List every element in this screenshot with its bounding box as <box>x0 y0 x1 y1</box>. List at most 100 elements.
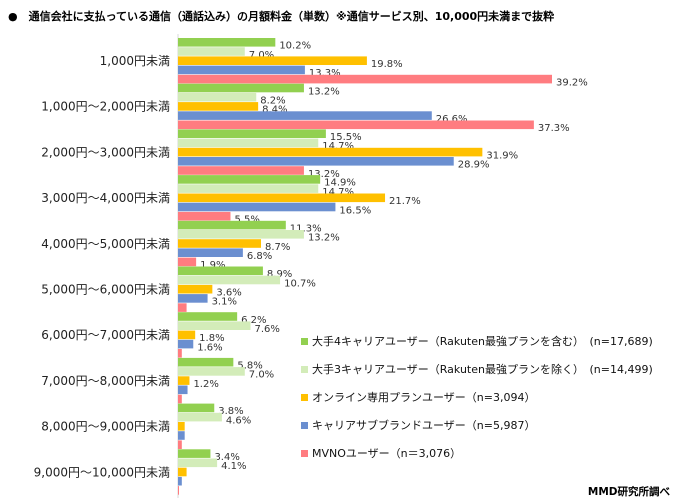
bar <box>178 202 336 212</box>
data-label: 13.2% <box>308 86 340 97</box>
data-label: 14.7% <box>322 141 354 152</box>
data-label: 3.6% <box>216 288 241 299</box>
data-label: 19.8% <box>371 59 403 70</box>
bar <box>178 339 194 349</box>
data-label: 7.6% <box>255 324 280 335</box>
bar <box>178 422 185 431</box>
data-label: 3.4% <box>214 452 239 463</box>
bar <box>178 230 304 239</box>
bar <box>178 83 304 93</box>
data-label: 10.7% <box>284 278 316 289</box>
bar <box>178 275 281 285</box>
bar <box>178 184 319 193</box>
data-label: 4.1% <box>221 461 246 472</box>
bar <box>178 157 454 166</box>
data-label: 15.5% <box>330 132 362 143</box>
data-label: 3.8% <box>218 406 243 417</box>
legend-entry: 大手3キャリアユーザー（Rakuten最強プランを除く） (n=14,499) <box>312 362 653 376</box>
data-label: 1.9% <box>200 260 225 271</box>
data-label: 3.1% <box>212 297 237 308</box>
data-label: 14.7% <box>322 187 354 198</box>
legend-swatch <box>301 338 308 345</box>
data-label: 13.2% <box>308 169 340 180</box>
bar <box>178 476 182 486</box>
data-label: 16.5% <box>339 205 371 216</box>
category-label: 1,000円～2,000円未満 <box>41 100 170 114</box>
source-credit: MMD研究所調べ <box>587 486 670 498</box>
data-label: 6.8% <box>247 251 272 262</box>
bar <box>178 431 185 440</box>
data-label: 28.9% <box>458 160 490 171</box>
bar <box>178 486 179 495</box>
category-label: 2,000円～3,000円未満 <box>41 145 170 159</box>
legend-entry: キャリアサブブランドユーザー（n=5,987） <box>312 418 535 432</box>
category-label: 5,000円～6,000円未満 <box>41 283 170 297</box>
bar <box>178 120 534 130</box>
data-label: 21.7% <box>389 196 421 207</box>
bar <box>178 412 222 422</box>
bar <box>178 458 218 468</box>
bar <box>178 312 238 321</box>
bar <box>178 284 213 294</box>
bar <box>178 449 211 458</box>
bar <box>178 349 182 358</box>
data-label: 7.0% <box>249 370 274 381</box>
bar <box>178 147 483 157</box>
data-label: 11.3% <box>290 223 322 234</box>
bar <box>178 376 190 385</box>
data-label: 31.9% <box>486 150 518 161</box>
bar <box>178 357 234 367</box>
bar <box>178 239 262 248</box>
category-label: 6,000円～7,000円未満 <box>41 328 170 342</box>
category-label: 1,000円未満 <box>100 54 170 68</box>
category-label: 8,000円～9,000円未満 <box>41 420 170 434</box>
data-label: 10.2% <box>279 41 311 52</box>
data-label: 39.2% <box>556 77 588 88</box>
bar <box>178 65 305 75</box>
category-label: 7,000円～8,000円未満 <box>41 374 170 388</box>
data-label: 1.6% <box>197 342 222 353</box>
bar <box>178 467 187 477</box>
bar <box>178 220 286 230</box>
data-label: 37.3% <box>538 123 570 134</box>
legend-swatch <box>301 422 308 429</box>
data-label: 8.7% <box>265 242 290 253</box>
bar <box>178 111 432 120</box>
data-label: 6.2% <box>241 315 266 326</box>
bar <box>178 56 367 65</box>
bar <box>178 47 245 56</box>
legend-swatch <box>301 450 308 457</box>
bar <box>178 193 386 203</box>
data-label: 5.5% <box>234 215 259 226</box>
bar <box>178 330 196 340</box>
data-label: 8.4% <box>262 105 287 116</box>
data-label: 5.8% <box>237 361 262 372</box>
bar <box>178 394 182 404</box>
bar <box>178 138 319 148</box>
bar <box>178 129 326 138</box>
bar <box>178 38 276 47</box>
bar <box>178 92 257 102</box>
bar <box>178 257 197 267</box>
category-label: 3,000円～4,000円未満 <box>41 191 170 205</box>
bar <box>178 294 208 303</box>
data-label: 14.9% <box>324 178 356 189</box>
data-label: 13.2% <box>308 233 340 244</box>
bar <box>178 175 321 184</box>
data-label: 8.9% <box>267 269 292 280</box>
bar <box>178 385 188 395</box>
bar <box>178 321 251 330</box>
data-label: 26.6% <box>436 114 468 125</box>
bar <box>178 440 182 449</box>
legend-entry: MVNOユーザー（n＝3,076） <box>312 447 461 460</box>
bar <box>178 74 552 84</box>
bar <box>178 211 231 221</box>
data-label: 1.2% <box>193 379 218 390</box>
data-label: 8.2% <box>260 96 285 107</box>
category-label: 4,000円～5,000円未満 <box>41 237 170 251</box>
data-label: 13.3% <box>309 68 341 79</box>
chart-title: ● 通信会社に支払っている通信（通話込み）の月額料金（単数）※通信サービス別、1… <box>8 10 555 23</box>
legend-entry: 大手4キャリアユーザー（Rakuten最強プランを含む） (n=17,689) <box>312 334 653 348</box>
